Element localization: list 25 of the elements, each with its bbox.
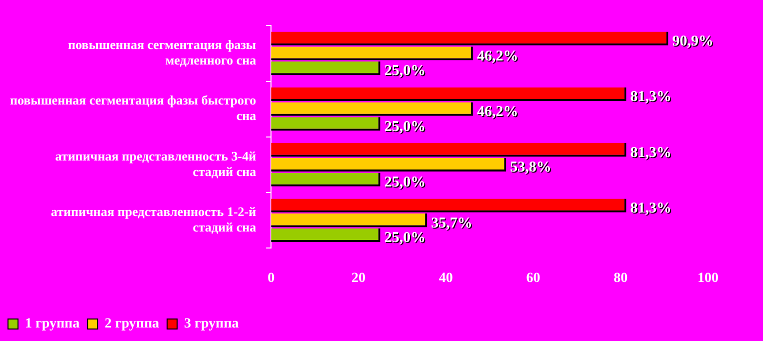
x-tick-label: 80 (614, 271, 628, 286)
data-label: 46,2% (476, 48, 518, 64)
y-tick-label: атипичная представленность 3-4й стадий сна (55, 148, 257, 179)
data-label: 25,0% (385, 175, 427, 192)
data-label: 25,0% (385, 64, 427, 80)
data-label: 25,0% (385, 120, 427, 136)
legend-label: 2 группа (104, 316, 160, 332)
x-tick-label: 0 (268, 271, 275, 286)
x-tick-label: 100 (698, 271, 718, 286)
data-label: 53,8% (510, 160, 552, 176)
data-label: 81,3% (630, 200, 672, 216)
x-tick-label: 20 (351, 271, 366, 286)
legend-label: 1 группа (25, 316, 80, 332)
data-label: 81,3% (630, 144, 672, 161)
y-tick-label: атипичная представленность 1-2-й стадий сна (50, 204, 257, 235)
y-tick-label: повышенная сегментация фазы медленного сна (68, 36, 257, 68)
y-tick-label: повышенная сегментация фазы быстрого сна (10, 92, 257, 124)
data-label: 25,0% (385, 231, 427, 248)
legend-label: 3 группа (184, 316, 239, 332)
data-label: 35,7% (431, 215, 472, 232)
x-tick-label: 60 (526, 271, 540, 286)
data-label: 90,9% (672, 33, 714, 50)
data-label: 46,2% (476, 104, 518, 120)
x-tick-label: 40 (438, 271, 453, 286)
data-label: 81,3% (630, 89, 672, 106)
